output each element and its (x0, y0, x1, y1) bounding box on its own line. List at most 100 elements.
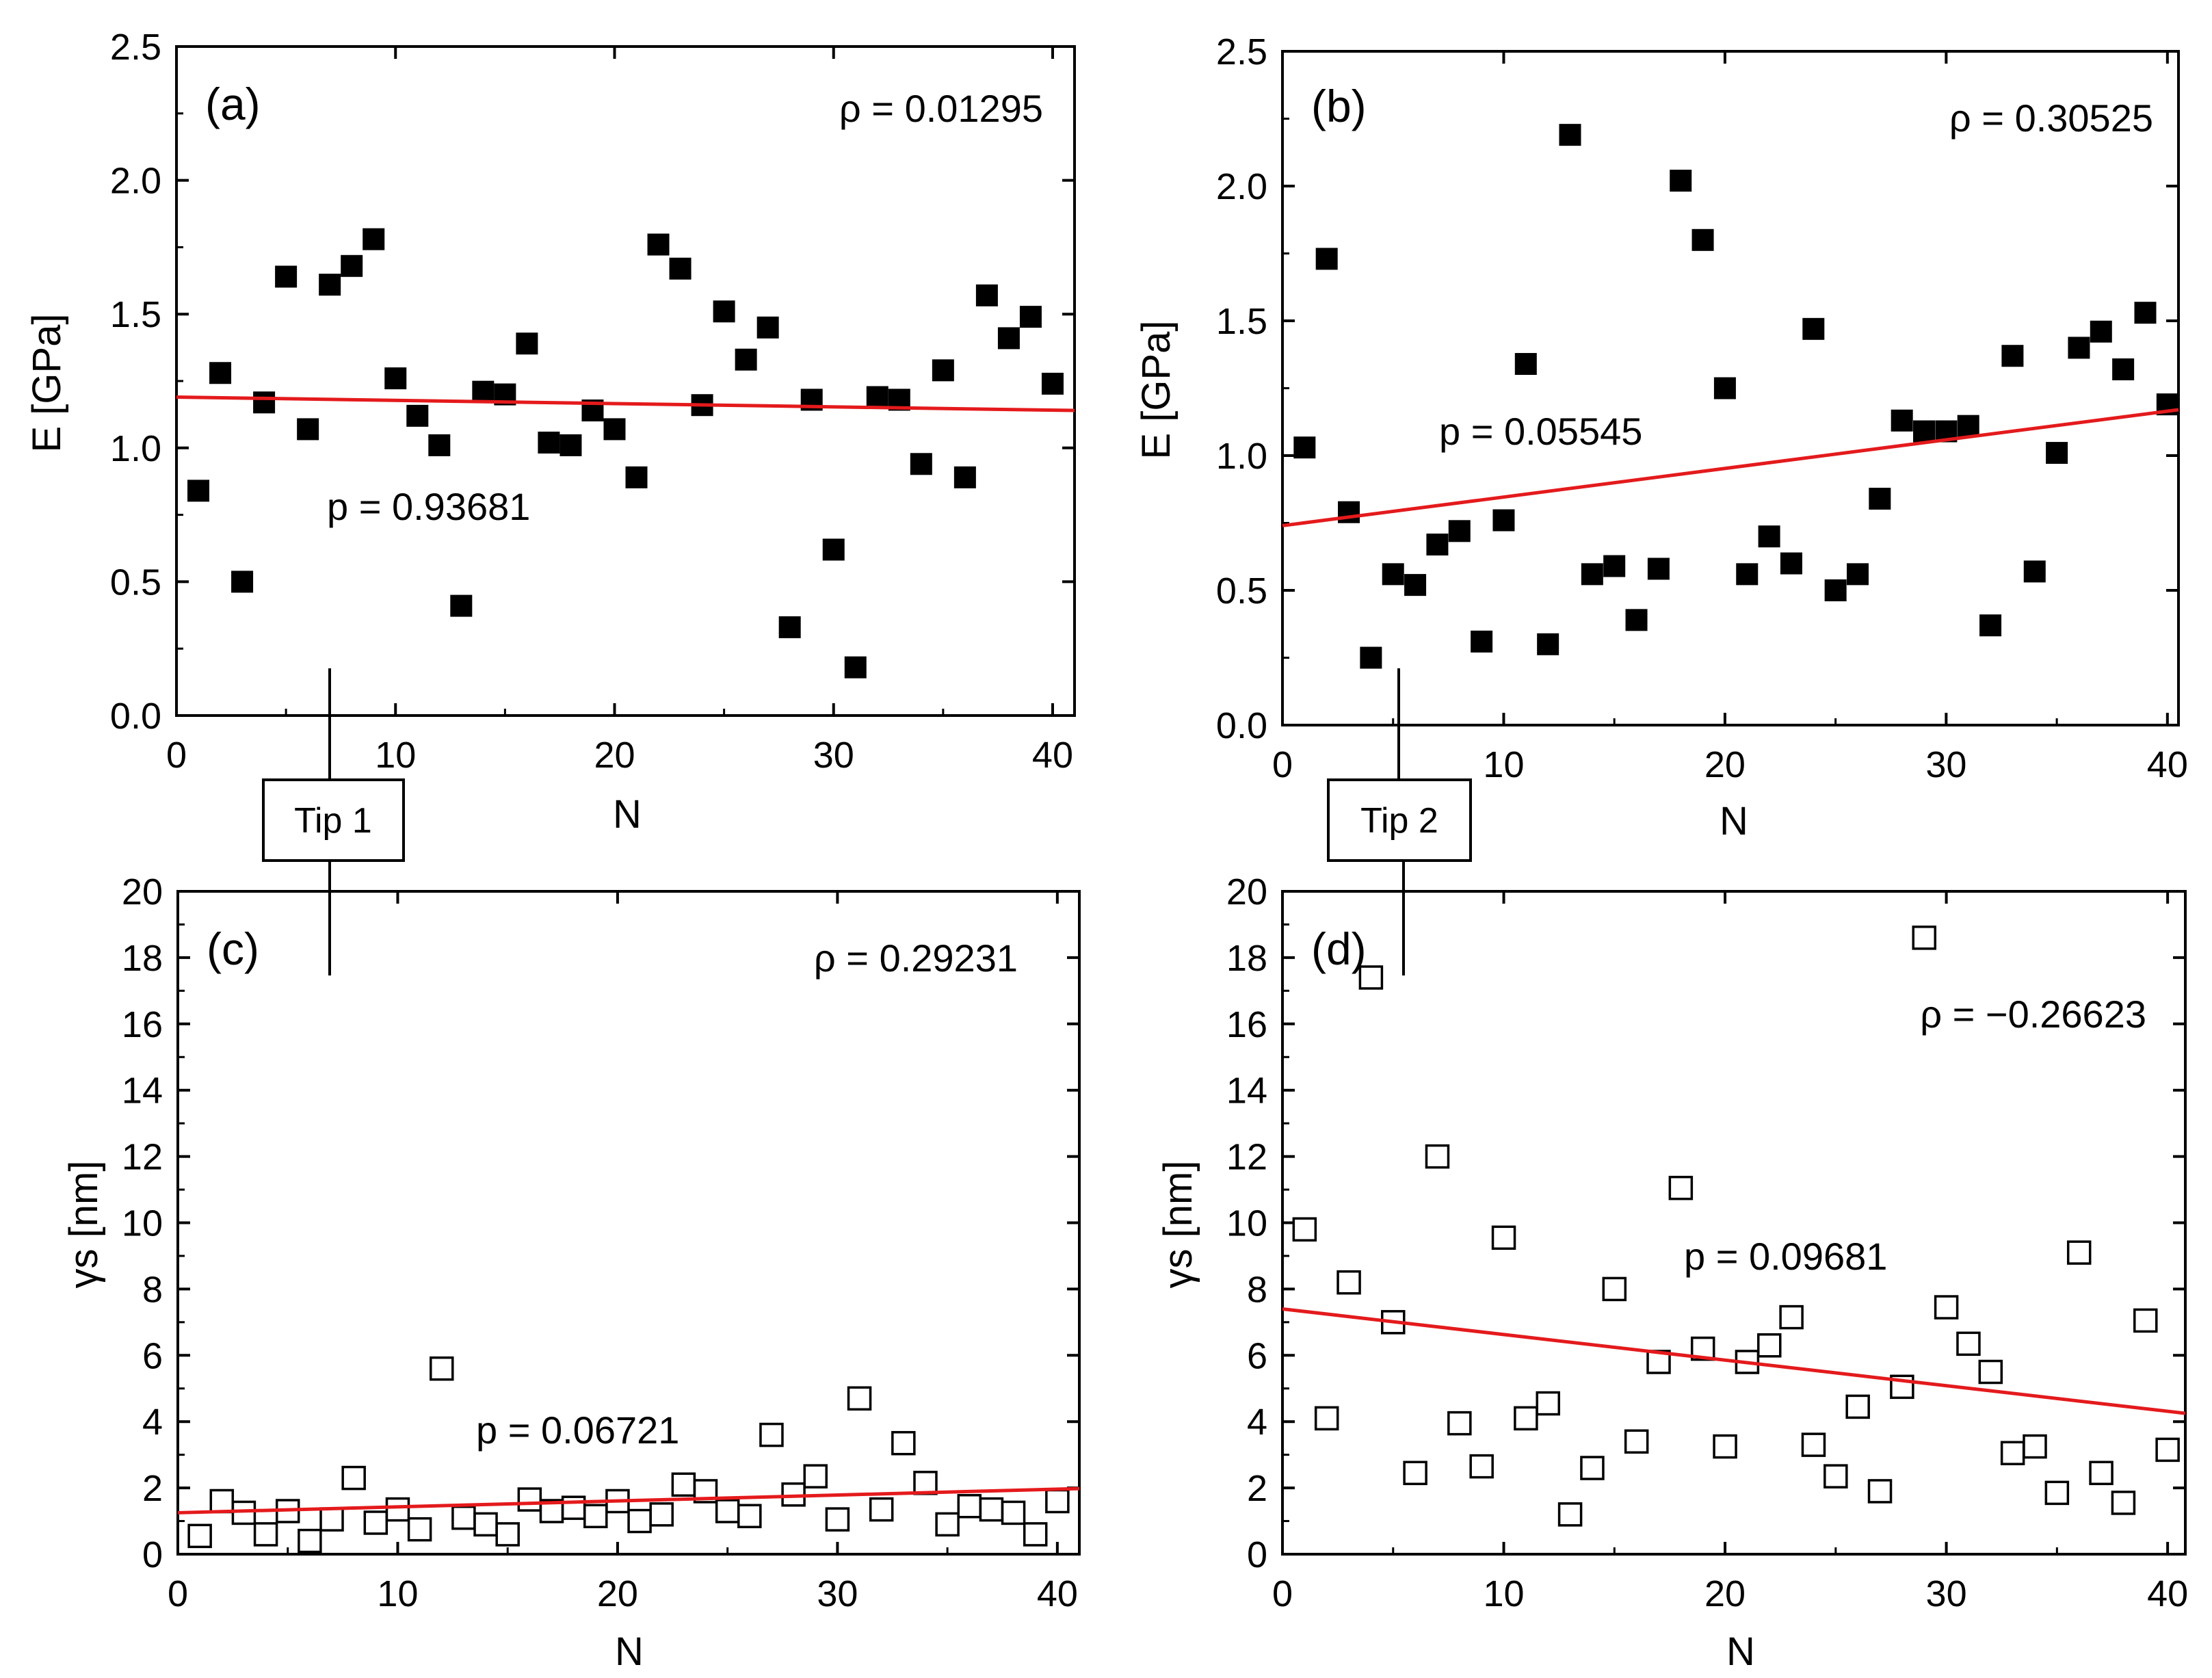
data-point (209, 1489, 235, 1514)
tip-2-label: Tip 2 (1360, 801, 1438, 841)
data-point (1315, 248, 1338, 270)
data-point (319, 274, 341, 296)
y-tick-label: 2.5 (110, 27, 161, 68)
data-point (1403, 1460, 1427, 1486)
y-axis-label: γs [nm] (62, 1161, 106, 1289)
regression-line (1282, 408, 2179, 527)
data-point (1736, 563, 1759, 586)
data-point (1360, 646, 1382, 669)
data-point (430, 1356, 454, 1381)
data-point (1358, 965, 1384, 990)
data-point (1668, 1175, 1694, 1201)
data-point (1337, 1270, 1361, 1295)
x-tick-label: 0 (166, 735, 187, 776)
y-tick-label: 0.0 (1216, 705, 1267, 746)
data-point (1867, 1479, 1893, 1504)
x-tick-label: 20 (1704, 744, 1746, 785)
data-point (669, 257, 692, 280)
x-tick-label: 20 (1704, 1573, 1746, 1614)
data-point (1758, 525, 1780, 548)
data-point (495, 1522, 520, 1547)
x-tick-label: 20 (594, 735, 635, 776)
y-tick-label: 1.5 (1216, 301, 1267, 342)
data-point (756, 316, 779, 339)
regression-line (176, 395, 1075, 412)
data-point (1956, 1331, 1981, 1356)
y-tick-label: 2 (1247, 1468, 1267, 1509)
panel-d: 0 10 20 30 40 0 2 4 6 8 10 12 14 16 18 20 Nγs [nm] (d) ρ =… (1156, 871, 2188, 1674)
data-point (341, 1465, 366, 1491)
data-point (715, 1499, 740, 1523)
data-point (1957, 415, 1979, 437)
data-point (559, 434, 582, 456)
data-point (603, 418, 626, 441)
data-point (1779, 1305, 1804, 1330)
data-point (649, 1502, 674, 1527)
y-tick-label: 2.0 (1216, 166, 1267, 207)
y-tick-label: 10 (122, 1203, 163, 1244)
y-tick-label: 6 (142, 1335, 163, 1376)
data-point (866, 386, 888, 408)
x-tick-label: 0 (168, 1573, 188, 1614)
x-tick-label: 30 (1926, 1573, 1967, 1614)
data-point (1536, 1391, 1560, 1416)
data-point (803, 1464, 828, 1489)
data-point (1045, 1489, 1070, 1514)
data-point (1580, 1456, 1605, 1480)
y-axis-label: E [GPa] (25, 313, 69, 452)
data-point (253, 1522, 278, 1547)
rho-label: ρ = 0.29231 (814, 936, 1018, 980)
data-point (1557, 1502, 1583, 1527)
x-tick-label: 40 (2147, 744, 2188, 785)
data-point (935, 1512, 960, 1537)
data-point (2068, 337, 2090, 359)
data-point (1023, 1522, 1048, 1547)
x-tick-label: 40 (1037, 1573, 1078, 1614)
y-tick-label: 6 (1247, 1335, 1267, 1376)
data-point (298, 1528, 322, 1554)
y-tick-label: 14 (122, 1071, 163, 1112)
data-point (275, 265, 298, 288)
data-point (1559, 124, 1581, 146)
y-tick-label: 2 (142, 1468, 163, 1509)
y-axis-label: E [GPa] (1134, 320, 1179, 459)
data-point (735, 348, 757, 371)
y-tick-label: 8 (1247, 1269, 1267, 1310)
data-point (1514, 1406, 1538, 1431)
data-point (1869, 488, 1891, 510)
y-tick-label: 16 (122, 1004, 163, 1045)
regression-line (177, 1486, 1080, 1515)
y-tick-label: 12 (1226, 1137, 1267, 1178)
data-point (1845, 1394, 1870, 1419)
p-value-label: p = 0.05545 (1439, 410, 1642, 453)
rho-label: ρ = 0.01295 (839, 87, 1043, 130)
data-point (1425, 1144, 1450, 1169)
data-point (2046, 442, 2068, 464)
data-point (1647, 558, 1670, 580)
data-point (975, 284, 998, 306)
data-point (473, 1512, 498, 1537)
x-tick-label: 40 (1032, 735, 1073, 776)
y-tick-label: 14 (1226, 1071, 1267, 1112)
data-point (450, 594, 473, 617)
data-point (1314, 1406, 1339, 1431)
data-point (1514, 353, 1537, 376)
panel-b: 0 10 20 30 40 0.0 0.5 1.0 1.5 2.0 2.5 N E [GPa] (b) ρ … (1134, 31, 2188, 843)
x-axis-label: N (1720, 799, 1748, 843)
data-point (1602, 1276, 1627, 1302)
p-value-label: p = 0.06721 (476, 1408, 679, 1452)
data-point (1426, 534, 1449, 556)
rho-label: ρ = 0.30525 (1949, 96, 2153, 140)
x-axis-label: N (615, 1629, 644, 1674)
data-point (187, 480, 210, 502)
data-point (428, 434, 451, 456)
data-point (363, 228, 385, 250)
data-point (1846, 563, 1869, 586)
data-point (2066, 1240, 2092, 1265)
data-point (737, 1504, 762, 1529)
data-point (1713, 377, 1736, 399)
panel-c: 0 10 20 30 40 0 2 4 6 8 10 12 14 16 18 20 Nγs [nm] (c) ρ =… (62, 871, 1081, 1674)
data-point (516, 332, 538, 355)
y-tick-label: 4 (142, 1402, 163, 1443)
data-point (825, 1507, 850, 1532)
